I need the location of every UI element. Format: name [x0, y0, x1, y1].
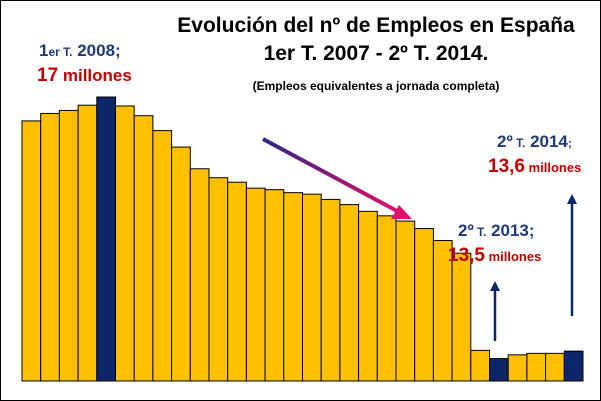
annotation-2013-label: 2º T. 2013; [458, 221, 535, 241]
annotation-peak-quarter-suffix: er T. [48, 45, 73, 59]
annotation-peak-value: 17 millones [37, 65, 132, 87]
bar-4t-2013 [526, 352, 547, 382]
up-arrow-2014-head [567, 194, 577, 204]
trend-arrow-head [391, 205, 412, 219]
trend-arrow-line [262, 137, 398, 213]
chart-title: Evolución del nº de Empleos en España [177, 14, 575, 37]
annotation-peak-label: 1er T. 2008; [39, 41, 121, 61]
chart-subtitle: 1er T. 2007 - 2º T. 2014. [263, 42, 489, 65]
bar-3t-2010 [283, 192, 303, 382]
bar-4t-2008 [152, 130, 173, 382]
bar-4t-2009 [227, 181, 247, 382]
bar-1t-2013 [470, 349, 490, 382]
bar-4t-2012 [451, 252, 472, 382]
annotation-2014-number: 13,6 [488, 156, 525, 177]
annotation-peak-quarter: 1 [39, 41, 49, 60]
bar-4t-2011 [376, 215, 397, 382]
bar-3t-2013 [507, 354, 528, 382]
bar-2t-2014 [563, 350, 584, 382]
bar-2t-2013 [489, 358, 509, 382]
bar-1t-2008 [96, 96, 117, 382]
bar-3t-2009 [208, 177, 229, 382]
bar-1t-2014 [545, 352, 565, 382]
annotation-peak-number: 17 [37, 65, 59, 86]
annotation-2013-year: 2013; [486, 221, 535, 240]
bar-1t-2007 [21, 120, 42, 382]
up-arrow-2013-head [490, 281, 500, 291]
bar-2t-2011 [339, 204, 360, 382]
bar-1t-2009 [171, 146, 191, 382]
bar-3t-2008 [133, 115, 154, 382]
annotation-2014-unit: millones [524, 160, 582, 175]
annotation-2013-unit: millones [484, 249, 542, 264]
annotation-2014-quarter: 2º [497, 132, 513, 151]
bar-3t-2007 [58, 109, 79, 382]
bar-4t-2007 [77, 104, 98, 382]
bar-1t-2010 [245, 187, 266, 382]
annotation-2013-quarter-suffix: T. [473, 225, 487, 239]
annotation-2013-number: 13,5 [448, 245, 485, 266]
annotation-2014-quarter-suffix: T. [512, 136, 526, 150]
bar-2t-2012 [414, 228, 434, 382]
annotation-peak-unit: millones [58, 66, 132, 85]
bar-1t-2012 [395, 220, 416, 382]
annotation-2014-semicolon: ; [567, 136, 572, 150]
bar-2t-2008 [115, 105, 135, 382]
annotation-2014-value: 13,6 millones [488, 156, 581, 178]
annotation-peak-year: 2008; [72, 41, 121, 60]
chart-note: (Empleos equivalentes a jornada completa… [252, 79, 500, 93]
annotation-2013-value: 13,5 millones [448, 245, 541, 267]
annotation-2013-quarter: 2º [458, 221, 474, 240]
bar-2t-2007 [40, 112, 60, 382]
bar-3t-2011 [358, 210, 378, 382]
annotation-2014-year: 2014 [525, 132, 568, 151]
bar-1t-2011 [320, 198, 341, 382]
annotation-2014-label: 2º T. 2014; [497, 132, 572, 152]
bar-4t-2010 [302, 193, 322, 382]
bar-2t-2010 [264, 189, 285, 382]
bar-2t-2009 [189, 168, 210, 382]
